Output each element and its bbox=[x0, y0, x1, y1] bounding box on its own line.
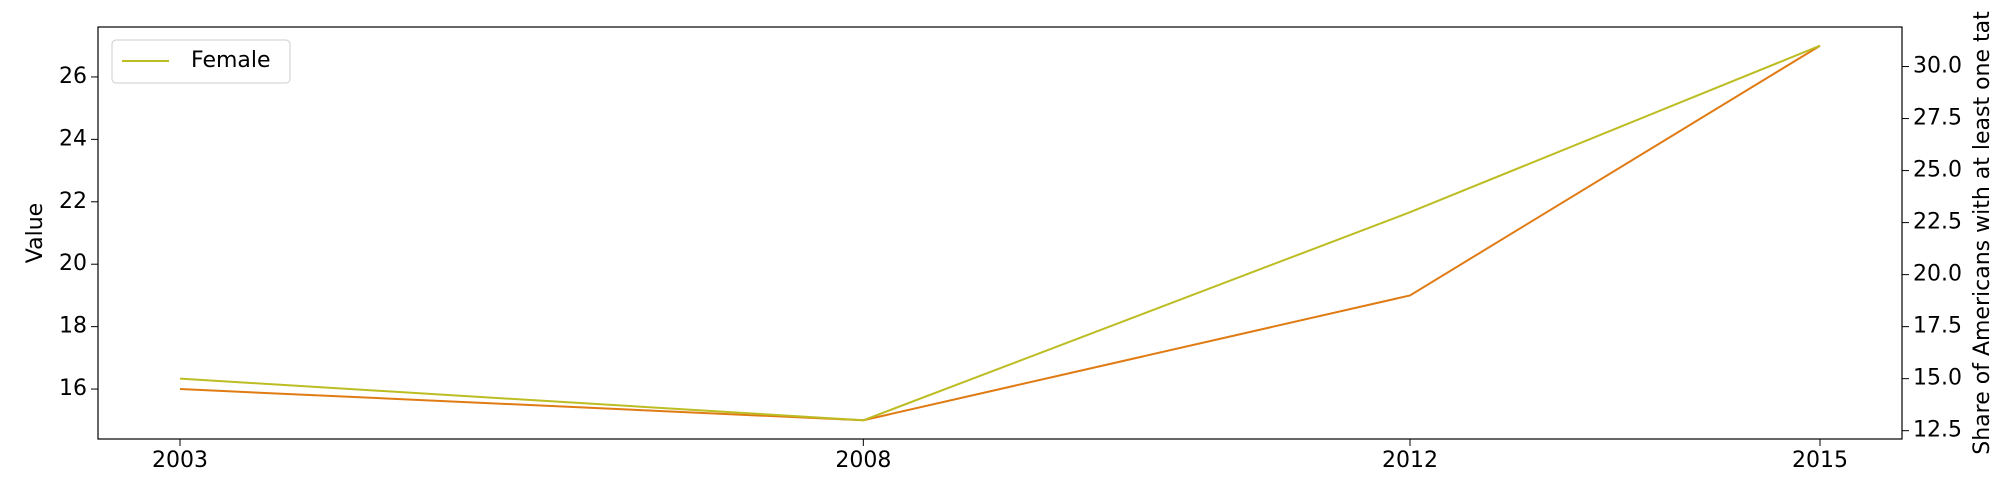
y2-tick-label: 20.0 bbox=[1913, 262, 1962, 287]
y2-tick-label: 27.5 bbox=[1913, 106, 1962, 131]
y2-tick-label: 12.5 bbox=[1913, 418, 1962, 443]
y2-tick-label: 22.5 bbox=[1913, 210, 1962, 235]
y-tick-label: 18 bbox=[59, 314, 87, 339]
y2-tick-label: 25.0 bbox=[1913, 158, 1962, 183]
x-tick-label: 2003 bbox=[152, 448, 208, 473]
x-tick-label: 2015 bbox=[1792, 448, 1848, 473]
y-tick-label: 24 bbox=[59, 126, 87, 151]
x-tick-label: 2012 bbox=[1382, 448, 1438, 473]
y-tick-label: 26 bbox=[59, 64, 87, 89]
y-axis-label: Value bbox=[23, 203, 48, 263]
legend-label: Female bbox=[191, 48, 271, 73]
y-tick-label: 16 bbox=[59, 376, 87, 401]
y2-tick-label: 15.0 bbox=[1913, 366, 1962, 391]
x-tick-label: 2008 bbox=[835, 448, 891, 473]
y2-axis-label: Share of Americans with at least one tat bbox=[1970, 11, 1995, 455]
y2-tick-label: 17.5 bbox=[1913, 314, 1962, 339]
axes-frame bbox=[97, 26, 1903, 440]
y-tick-label: 22 bbox=[59, 189, 87, 214]
line-series bbox=[179, 44, 1821, 422]
y2-tick-label: 30.0 bbox=[1913, 54, 1962, 79]
legend-box bbox=[111, 39, 291, 84]
line-series bbox=[179, 44, 1821, 422]
y-tick-label: 20 bbox=[59, 251, 87, 276]
